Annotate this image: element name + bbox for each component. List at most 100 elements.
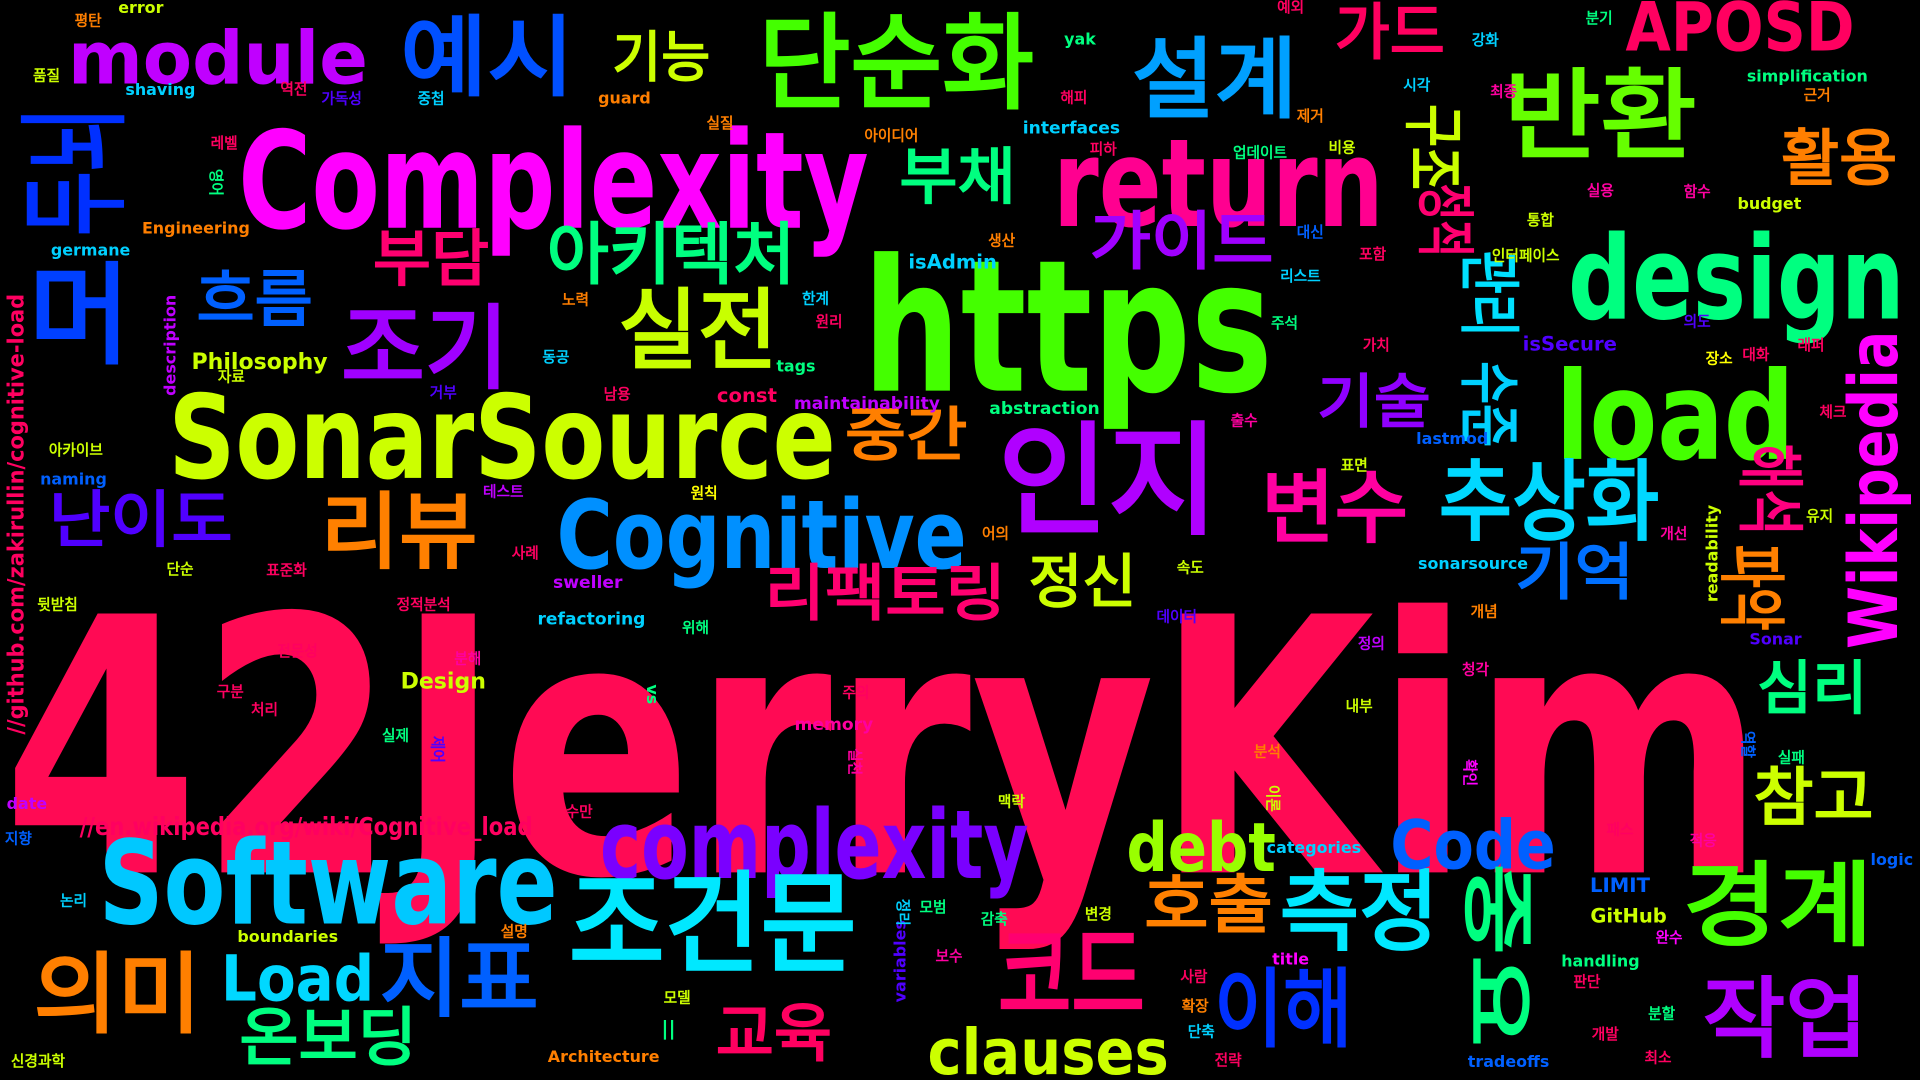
word: abstraction xyxy=(989,399,1099,419)
word: https xyxy=(863,222,1273,435)
word: 근거 xyxy=(1804,87,1831,104)
word: 위해 xyxy=(682,620,709,637)
word: Architecture xyxy=(548,1047,660,1066)
word: 피하 xyxy=(1090,141,1118,158)
word: return xyxy=(1053,112,1384,255)
word: 실전 xyxy=(618,279,777,382)
word: 예외 xyxy=(1277,0,1304,16)
word: LIMIT xyxy=(1590,874,1651,897)
word: 설명 xyxy=(501,922,528,940)
word: complexity xyxy=(600,789,1029,901)
word: 활용 xyxy=(1781,124,1897,195)
word: 한계 xyxy=(802,290,829,307)
word: 의도 xyxy=(1684,313,1712,331)
word: 남용 xyxy=(604,386,632,403)
word: 심리 xyxy=(1757,654,1867,723)
word: 아키텍처 xyxy=(547,215,796,294)
word: 테스트 xyxy=(483,484,524,501)
word: 최소 xyxy=(1644,1048,1672,1066)
word: 내부 xyxy=(1346,698,1374,715)
word: variables xyxy=(890,920,909,1002)
word: 논리 xyxy=(60,893,87,910)
word: title xyxy=(1272,949,1309,968)
word: 개발 xyxy=(1592,1025,1620,1043)
word: 보수 xyxy=(935,948,963,965)
word: 분할 xyxy=(1648,1004,1676,1022)
word: boundaries xyxy=(237,927,338,946)
word: 부채 xyxy=(899,142,1015,213)
word: 중간 xyxy=(845,400,967,469)
word: 예시 xyxy=(400,6,574,109)
word: design xyxy=(1568,212,1905,347)
word: 뒷받침 xyxy=(37,595,78,613)
word: 자료 xyxy=(218,369,246,386)
word: 42JerryKim xyxy=(2,542,1765,956)
word: 실용 xyxy=(1587,183,1615,200)
word: Software xyxy=(99,817,558,952)
word: 개념 xyxy=(1471,603,1498,621)
word: 역전 xyxy=(280,81,307,98)
word: Wikipedia xyxy=(1834,331,1913,649)
word: 기능 xyxy=(612,26,710,90)
word: 코드 xyxy=(998,915,1145,1037)
word: 아이디어 xyxy=(864,127,918,144)
word: const xyxy=(717,384,777,407)
word: 제거 xyxy=(1297,108,1324,125)
word: error xyxy=(118,0,163,17)
word: germane xyxy=(51,240,131,259)
word: 가드 xyxy=(1335,0,1445,69)
word: 수만 xyxy=(566,803,594,820)
word: 최종 xyxy=(1490,82,1518,100)
word: 경계 xyxy=(1683,853,1873,960)
word: 패스 xyxy=(1606,822,1634,839)
word: 표면 xyxy=(1341,457,1368,474)
word: 교육 xyxy=(716,998,832,1072)
word: 변경 xyxy=(1085,905,1112,923)
word: 가독성 xyxy=(321,90,362,108)
word: 적응 xyxy=(1690,832,1718,850)
word: GitHub xyxy=(1590,904,1666,927)
word: 업데이트 xyxy=(1233,145,1288,162)
word: 지향 xyxy=(5,830,33,847)
word: 데이터 xyxy=(1156,609,1197,626)
word: 분석 xyxy=(1254,742,1281,760)
word: readability xyxy=(1702,504,1721,602)
word: //github.com/zakirullin/cognitive-load xyxy=(5,294,30,735)
word: 해석 xyxy=(1730,444,1809,536)
word: 동공 xyxy=(542,349,570,366)
word: 조기 xyxy=(341,295,509,402)
word: 가이드 xyxy=(1090,205,1274,279)
word: Engineering xyxy=(142,218,250,237)
word: 사람 xyxy=(1180,969,1208,986)
word: //en.wikipedia.org/wiki/Cognitive_load xyxy=(80,812,533,841)
word: 생산 xyxy=(988,233,1016,250)
word: 정리 xyxy=(894,899,912,926)
word: 두뇌 xyxy=(12,107,140,236)
word: 인터페이스 xyxy=(1492,246,1560,264)
word: 정적분석 xyxy=(397,595,451,613)
word: budget xyxy=(1737,194,1801,213)
word: 모델 xyxy=(664,988,691,1006)
word: interfaces xyxy=(1023,119,1120,139)
word: lastmod xyxy=(1416,429,1488,448)
word: 실패 xyxy=(1778,749,1805,766)
word: 해피 xyxy=(1060,89,1087,106)
word: 단축 xyxy=(1188,1024,1216,1041)
word: 주석 xyxy=(1271,314,1298,332)
word: Load xyxy=(221,943,374,1017)
word: naming xyxy=(40,469,107,488)
word: 신경과학 xyxy=(11,1052,66,1070)
word: 대신 xyxy=(1297,224,1324,241)
word: 사례 xyxy=(512,545,539,562)
word: 원리 xyxy=(815,314,842,331)
word: 어의 xyxy=(982,524,1009,542)
word: 파악 xyxy=(1712,545,1791,631)
word: 평탄 xyxy=(75,11,103,29)
word: 판단 xyxy=(1573,974,1601,991)
word: sonarsource xyxy=(1418,554,1528,573)
word: Sonar xyxy=(1749,630,1801,649)
word: 노력 xyxy=(562,291,589,309)
word: 리스트 xyxy=(1280,268,1321,285)
